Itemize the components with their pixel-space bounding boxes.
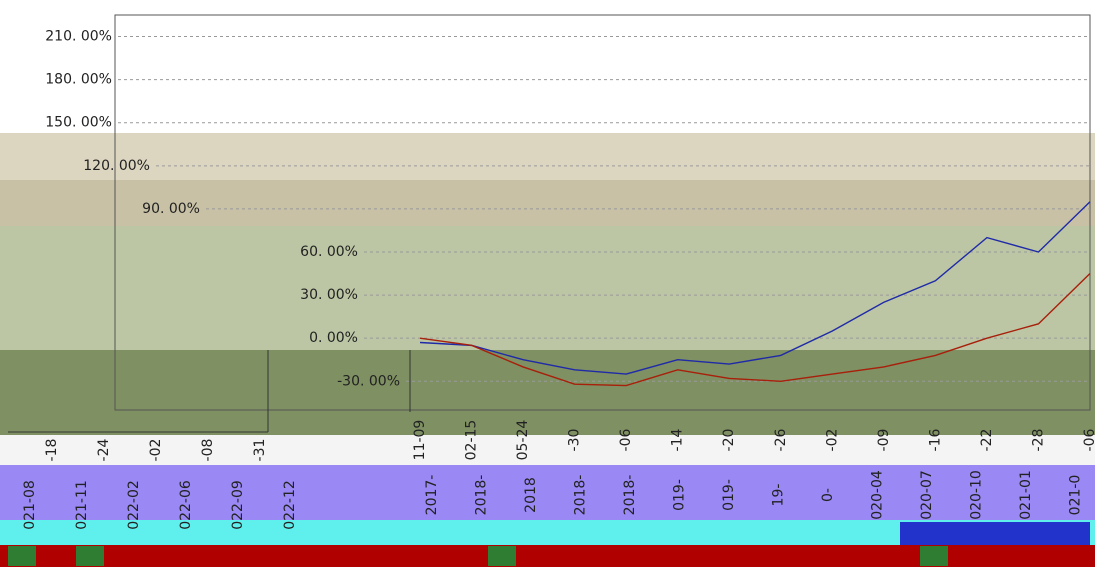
- x-tick-label: -09: [876, 429, 892, 452]
- y-tick-label: 210. 00%: [45, 29, 112, 45]
- date-label: 019-: [721, 479, 737, 511]
- y-tick-label: -30. 00%: [337, 373, 400, 389]
- x-tick-label: -30: [567, 429, 583, 452]
- x-tick-label: -16: [927, 428, 943, 451]
- y-tick-label: 180. 00%: [45, 72, 112, 88]
- y-tick-label: 150. 00%: [45, 115, 112, 131]
- x-tick-label: 02-15: [464, 420, 480, 461]
- x-tick-label: -02: [148, 439, 164, 462]
- x-tick-label: 05-24: [515, 420, 531, 461]
- x-tick-label: -20: [721, 429, 737, 452]
- date-label: 020-10: [969, 470, 985, 520]
- date-label: 021-11: [74, 480, 90, 530]
- glitch-block: [76, 546, 104, 566]
- date-label: 2018-: [573, 475, 589, 516]
- date-label: 022-02: [126, 480, 142, 530]
- glitch-block: [900, 522, 1090, 545]
- glitch-band: [0, 465, 1095, 520]
- date-label: 2017-: [424, 475, 440, 516]
- glitch-band: [0, 133, 1095, 180]
- date-label: 021-01: [1018, 470, 1034, 520]
- date-label: 020-07: [919, 470, 935, 520]
- date-label: 022-09: [230, 480, 246, 530]
- x-tick-label: -06: [1082, 428, 1095, 451]
- date-label: 020-04: [870, 470, 886, 520]
- glitch-band: [0, 435, 1095, 465]
- x-tick-label: -18: [44, 439, 60, 462]
- y-tick-label: 0. 00%: [309, 330, 358, 346]
- series-line: [419, 273, 1091, 387]
- glitch-band: [0, 545, 1095, 567]
- x-tick-label: -06: [618, 428, 634, 451]
- x-tick-label: -02: [824, 429, 840, 452]
- y-tick-label: 30. 00%: [300, 287, 358, 303]
- x-tick-label: -22: [979, 429, 995, 452]
- glitch-block: [920, 546, 948, 566]
- x-tick-label: -08: [200, 439, 216, 462]
- series-line: [419, 201, 1091, 375]
- date-label: 022-06: [178, 480, 194, 530]
- y-tick-label: 90. 00%: [142, 201, 200, 217]
- glitch-band: [0, 350, 1095, 435]
- glitch-band: [0, 226, 1095, 350]
- glitch-block: [488, 546, 516, 566]
- x-tick-label: 11-09: [412, 420, 428, 461]
- date-label: 021-08: [22, 480, 38, 530]
- date-label: 2018: [523, 477, 539, 513]
- date-label: 0-: [820, 488, 836, 502]
- y-tick-label: 120. 00%: [83, 158, 150, 174]
- date-label: 019-: [672, 479, 688, 511]
- date-label: 2018-: [474, 475, 490, 516]
- x-tick-label: -26: [773, 428, 789, 451]
- plot-frame: [114, 14, 1091, 411]
- date-label: 2018-: [622, 475, 638, 516]
- glitch-block: [8, 546, 36, 566]
- x-tick-label: -28: [1030, 429, 1046, 452]
- x-tick-label: -31: [252, 439, 268, 462]
- y-tick-label: 60. 00%: [300, 244, 358, 260]
- x-tick-label: -14: [670, 428, 686, 451]
- date-label: 19-: [771, 484, 787, 507]
- date-label: 021-0: [1068, 475, 1084, 516]
- glitch-band: [0, 180, 1095, 226]
- x-tick-label: -24: [96, 438, 112, 461]
- date-label: 022-12: [282, 480, 298, 530]
